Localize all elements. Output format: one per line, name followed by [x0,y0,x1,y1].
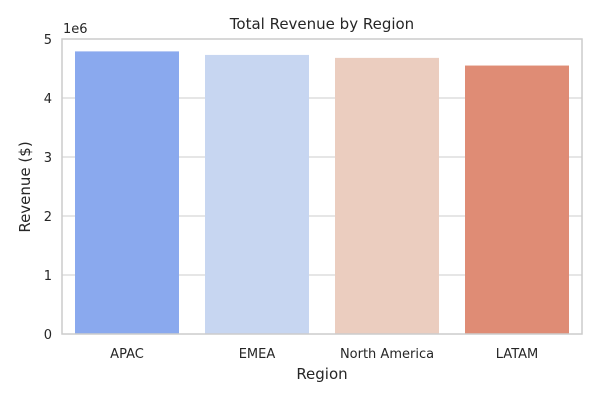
bar-emea [205,54,309,335]
x-tick-label: EMEA [239,347,276,362]
y-axis-label: Revenue ($) [16,141,34,232]
y-tick-label: 2 [44,210,52,225]
y-axis-offset-label: 1e6 [63,22,88,37]
chart-title: Total Revenue by Region [229,15,414,33]
bar-latam [465,65,569,335]
x-tick-label: North America [340,347,434,362]
bars [75,51,569,335]
y-tick-label: 5 [44,33,52,48]
y-tick-label: 3 [44,151,52,166]
x-tick-label: LATAM [496,347,538,362]
x-axis-label: Region [296,365,347,383]
bar-north-america [335,57,439,334]
y-tick-labels: 0 1 2 3 4 5 [44,33,52,343]
y-tick-label: 1 [44,269,52,284]
y-tick-label: 4 [44,92,52,107]
x-tick-labels: APAC EMEA North America LATAM [110,347,538,362]
plot-frame [61,38,583,335]
y-tick-label: 0 [44,328,52,343]
x-tick-label: APAC [110,347,144,362]
bar-apac [75,51,179,334]
